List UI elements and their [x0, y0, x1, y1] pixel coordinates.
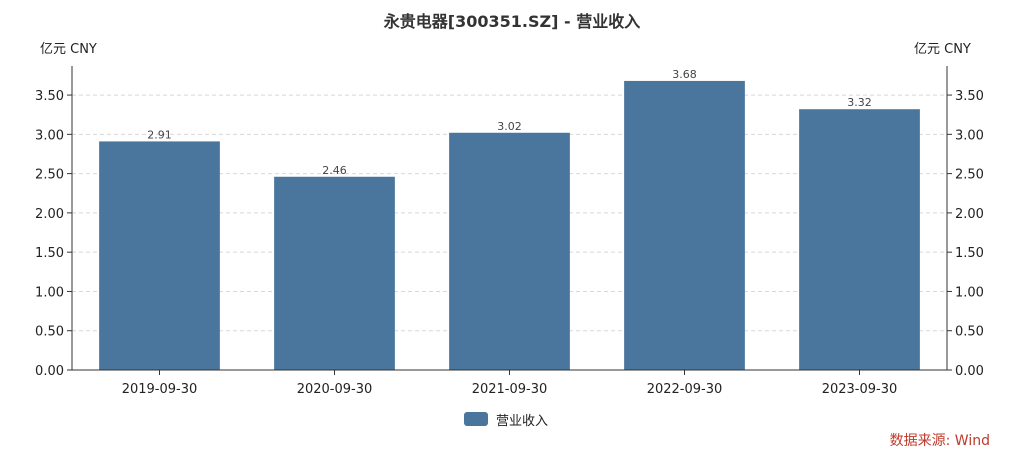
y-tick-label-left: 1.50 [35, 246, 64, 261]
y-tick-label-left: 2.50 [35, 168, 64, 183]
bar [449, 132, 570, 370]
data-label: 3.32 [847, 96, 872, 109]
y-tick-label-right: 0.00 [955, 364, 984, 379]
data-label: 3.02 [497, 120, 522, 133]
data-label: 2.91 [147, 128, 172, 141]
legend-label: 营业收入 [496, 413, 549, 429]
y-tick-label-right: 0.50 [955, 325, 984, 340]
y-tick-label-right: 3.00 [955, 128, 984, 143]
data-label: 2.46 [322, 164, 347, 177]
x-tick-label: 2019-09-30 [122, 382, 198, 397]
y-tick-label-right: 1.00 [955, 285, 984, 300]
data-source: 数据来源: Wind [889, 433, 990, 449]
y-tick-label-right: 2.50 [955, 168, 984, 183]
x-tick-label: 2023-09-30 [822, 382, 898, 397]
y-tick-label-right: 3.50 [955, 89, 984, 104]
bar [274, 176, 395, 370]
data-label: 3.68 [672, 68, 697, 81]
bar [99, 141, 220, 370]
x-tick-label: 2022-09-30 [647, 382, 723, 397]
chart-title: 永贵电器[300351.SZ] - 营业收入 [383, 12, 641, 31]
y-tick-label-left: 3.00 [35, 128, 64, 143]
y-tick-label-right: 2.00 [955, 207, 984, 222]
legend-swatch [464, 412, 488, 426]
x-tick-label: 2021-09-30 [472, 382, 548, 397]
axes [67, 66, 952, 375]
labels: 0.00 0.00 0.50 0.50 1.00 1.00 1.50 1.50 2.00 2.00… [35, 68, 984, 397]
y-tick-label-left: 0.50 [35, 325, 64, 340]
legend[interactable]: 营业收入 [464, 410, 549, 429]
y-tick-label-left: 3.50 [35, 89, 64, 104]
x-tick-label: 2020-09-30 [297, 382, 373, 397]
bars [99, 80, 920, 371]
y-tick-label-left: 0.00 [35, 364, 64, 379]
bar [799, 109, 920, 370]
y-tick-label-left: 2.00 [35, 207, 64, 222]
y-tick-label-right: 1.50 [955, 246, 984, 261]
left-axis-unit: 亿元 CNY [40, 42, 97, 57]
y-tick-label-left: 1.00 [35, 285, 64, 300]
bar [624, 80, 745, 371]
right-axis-unit: 亿元 CNY [914, 42, 971, 57]
